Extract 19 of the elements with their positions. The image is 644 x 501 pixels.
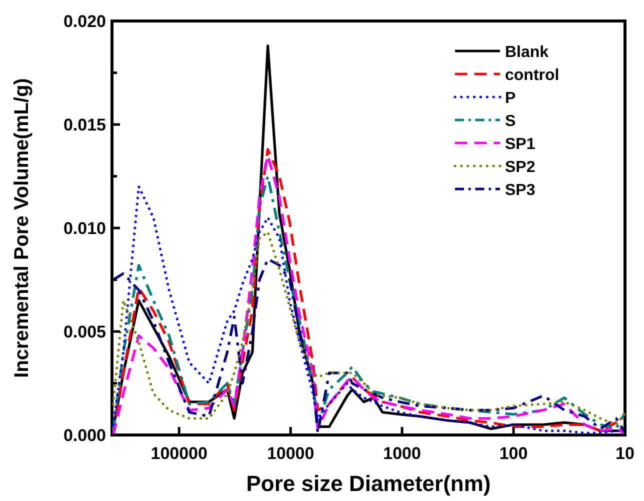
legend-label: SP3 (505, 182, 536, 199)
x-tick-label: 100 (499, 444, 528, 463)
y-tick-label: 0.000 (63, 426, 106, 445)
legend-label: SP2 (505, 159, 536, 176)
legend-label: P (505, 90, 516, 107)
x-tick-label: 10 (616, 444, 634, 463)
y-tick-label: 0.005 (63, 322, 106, 342)
legend-label: SP1 (505, 136, 536, 153)
x-tick-label: 1000 (383, 444, 421, 463)
x-tick-label: 10000 (266, 444, 314, 463)
legend-label: control (505, 67, 560, 84)
legend-label: S (505, 113, 516, 130)
x-tick-label: 100000 (150, 444, 208, 463)
y-tick-label: 0.015 (63, 116, 106, 134)
legend-label: Blank (505, 44, 549, 61)
y-tick-label: 0.010 (63, 219, 106, 238)
x-axis-title: Pore size Diameter(nm) (246, 471, 491, 496)
y-axis-title: Incremental Pore Volume(mL/g) (11, 78, 33, 378)
y-tick-label: 0.020 (63, 12, 106, 31)
